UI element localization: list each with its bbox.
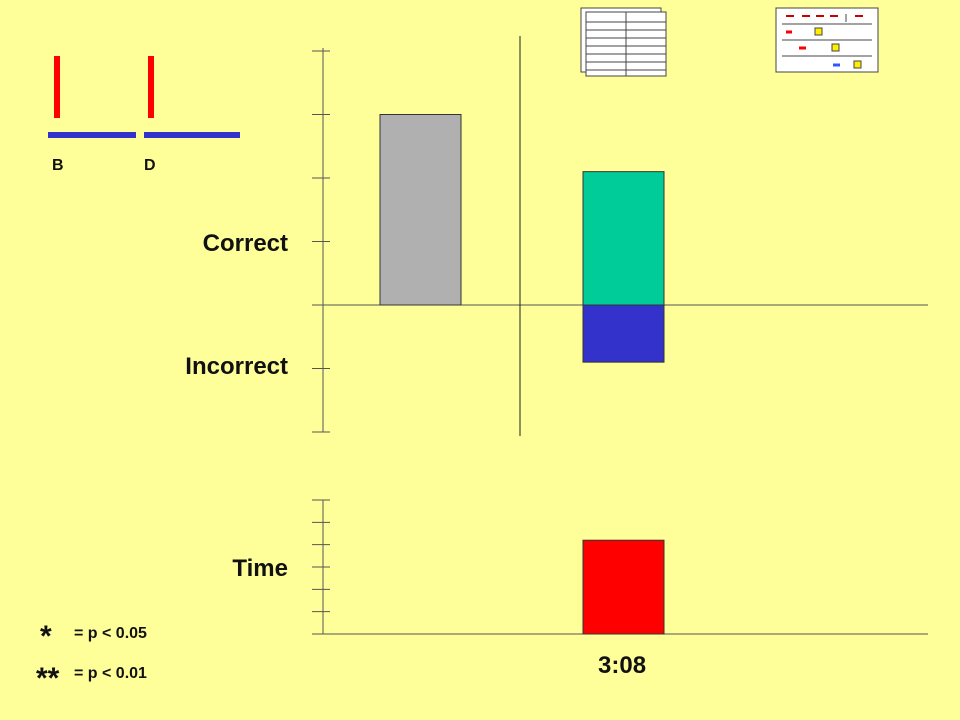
legend-graphic — [48, 56, 240, 138]
table-thumbnail-icon — [580, 7, 667, 77]
legend-b-bar — [54, 56, 60, 118]
legend-label-b: B — [52, 157, 64, 174]
incorrect-label: Incorrect — [185, 353, 288, 380]
sig-double-symbol: ** — [36, 662, 60, 695]
sig-single-symbol: * — [40, 620, 52, 653]
bottom-ticks — [312, 499, 330, 635]
sig-single-text: = p < 0.05 — [74, 625, 147, 642]
legend-d-base — [144, 132, 240, 138]
time-value-label: 3:08 — [598, 652, 647, 679]
top-bar-0-0 — [379, 114, 462, 306]
bottom-bars — [582, 539, 665, 635]
timeline-thumbnail-icon — [775, 7, 879, 73]
top-bar-1-1 — [582, 171, 665, 306]
legend-d-bar — [148, 56, 154, 118]
bottom-bar-0-1 — [582, 539, 665, 635]
top-bar-2-1 — [582, 304, 665, 363]
correct-label: Correct — [202, 230, 288, 257]
time-label: Time — [232, 555, 288, 582]
legend-label-d: D — [144, 157, 156, 174]
top-bars — [379, 114, 665, 363]
legend-b-base — [48, 132, 136, 138]
top-ticks — [312, 50, 330, 433]
sig-double-text: = p < 0.01 — [74, 665, 147, 682]
